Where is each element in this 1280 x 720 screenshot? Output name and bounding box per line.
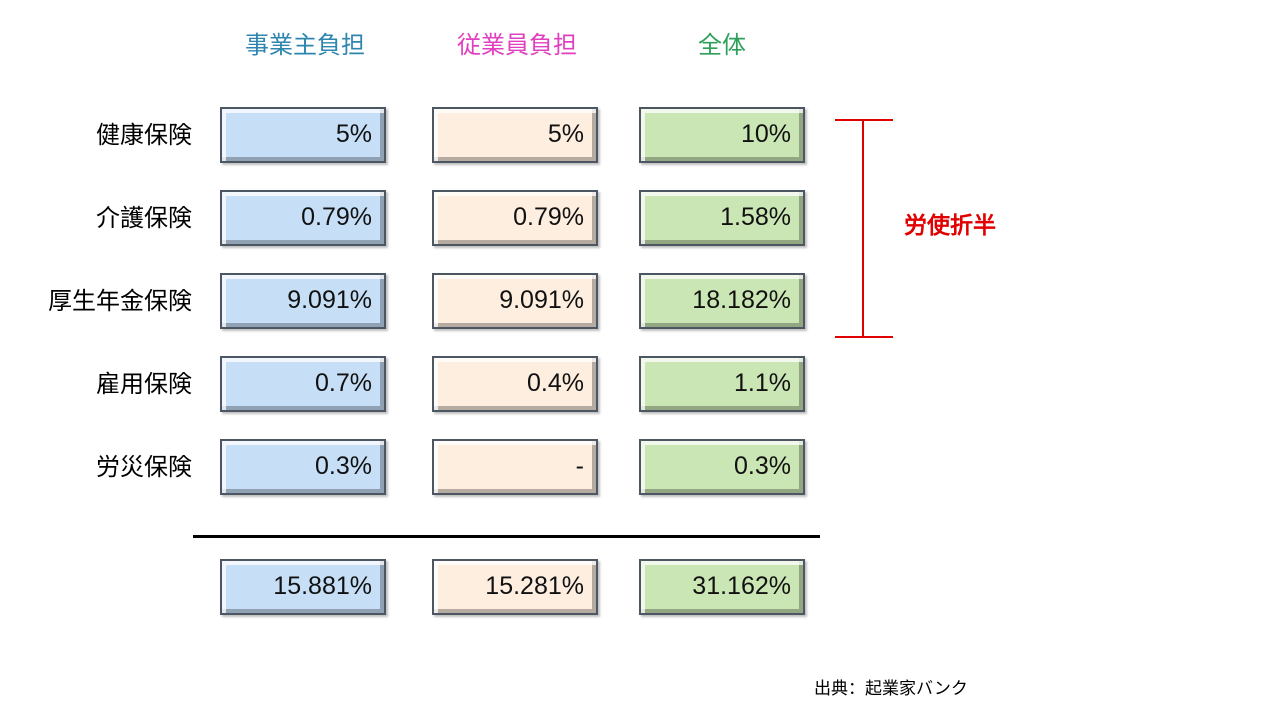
cell-total-total: 31.162% [639,559,805,615]
header-total: 全体 [698,31,746,59]
cell-employment-employer: 0.7% [220,356,386,412]
row-label-health: 健康保険 [96,121,192,149]
cell-nursing-total: 1.58% [639,190,805,246]
cell-pension-total: 18.182% [639,273,805,329]
cell-health-employee: 5% [432,107,598,163]
row-label-nursing: 介護保険 [96,204,192,232]
cell-employment-employee: 0.4% [432,356,598,412]
header-employer: 事業主負担 [245,31,365,59]
cell-health-total: 10% [639,107,805,163]
cell-workers-comp-total: 0.3% [639,439,805,495]
row-label-employment: 雇用保険 [96,370,192,398]
cell-workers-comp-employer: 0.3% [220,439,386,495]
cell-total-employer: 15.881% [220,559,386,615]
row-label-pension: 厚生年金保険 [48,287,192,315]
cell-pension-employee: 9.091% [432,273,598,329]
cell-health-employer: 5% [220,107,386,163]
header-employee: 従業員負担 [457,31,577,59]
row-label-workers-comp: 労災保険 [96,453,192,481]
cell-workers-comp-employee: - [432,439,598,495]
bracket-top-cap [835,119,893,121]
bracket-bottom-cap [835,336,893,338]
cell-nursing-employee: 0.79% [432,190,598,246]
total-divider [193,535,820,538]
source-citation: 出典：起業家バンク [814,679,968,699]
split-label: 労使折半 [904,213,996,239]
cell-pension-employer: 9.091% [220,273,386,329]
cell-nursing-employer: 0.79% [220,190,386,246]
bracket-vertical-line [862,120,864,338]
cell-total-employee: 15.281% [432,559,598,615]
cell-employment-total: 1.1% [639,356,805,412]
